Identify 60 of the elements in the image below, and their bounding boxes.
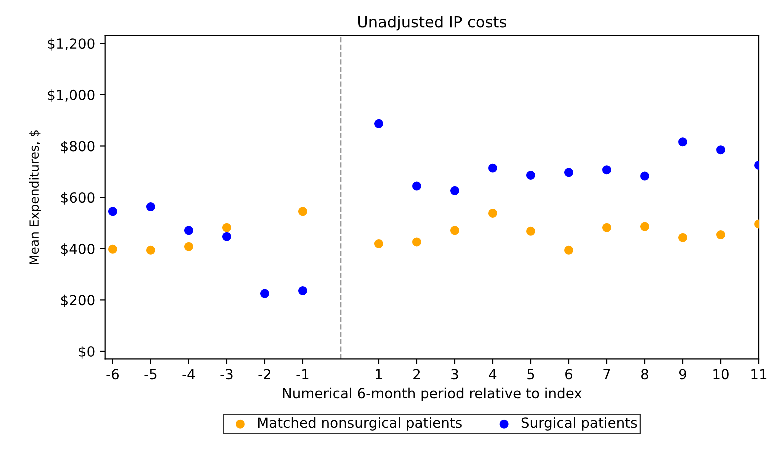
point [412, 182, 422, 191]
point [450, 186, 460, 196]
point [564, 168, 574, 178]
point [678, 233, 688, 242]
x-tick-label: 6 [566, 369, 573, 380]
y-tick-label: $200 [61, 294, 95, 308]
x-tick-label: -5 [144, 369, 157, 380]
y-tick-label: $0 [79, 346, 95, 359]
point [716, 146, 726, 155]
x-axis-title: Numerical 6-month period relative to index [283, 388, 582, 402]
y-axis-title: Mean Expenditures, $ [29, 130, 42, 264]
point [146, 202, 156, 212]
point [222, 232, 232, 242]
point [564, 246, 574, 255]
point [678, 138, 688, 147]
point [108, 244, 118, 254]
x-tick-label: 10 [714, 369, 729, 380]
point [298, 286, 308, 296]
x-tick-label: -4 [182, 369, 196, 380]
chart-title: Unadjusted IP costs [358, 16, 506, 31]
x-tick-label: 2 [414, 369, 420, 380]
point [184, 226, 194, 236]
point [222, 223, 232, 232]
y-tick-label: $800 [61, 140, 95, 154]
x-tick-label: 1 [376, 369, 382, 380]
y-tick-label: $400 [61, 244, 95, 256]
x-tick-label: 8 [642, 369, 648, 380]
x-tick-label: 4 [489, 369, 497, 380]
x-tick-label: 11 [752, 369, 767, 380]
legend-label: Surgical patients [522, 417, 638, 431]
point [412, 238, 422, 247]
point [602, 166, 612, 175]
point [526, 226, 536, 236]
x-tick-label: 9 [679, 369, 686, 380]
point [640, 172, 650, 181]
point [146, 246, 156, 255]
point [298, 207, 308, 216]
point [108, 207, 118, 216]
x-tick-label: -6 [106, 369, 120, 380]
x-tick-label: -3 [220, 369, 233, 380]
x-tick-label: 7 [604, 369, 610, 380]
y-tick-label: $1,000 [48, 90, 95, 102]
x-tick-label: 3 [452, 369, 458, 380]
legend-label: Matched nonsurgical patients [258, 417, 462, 431]
point [602, 223, 612, 232]
point [640, 222, 650, 232]
x-tick-label: -1 [296, 369, 309, 380]
point [374, 119, 384, 128]
point [488, 164, 498, 173]
point [488, 208, 498, 218]
point [184, 242, 194, 252]
point [450, 226, 460, 236]
x-tick-label: -2 [258, 369, 270, 380]
x-tick-label: 5 [528, 369, 534, 380]
point [716, 230, 726, 240]
y-tick-label: $1,200 [48, 38, 95, 51]
point [526, 170, 536, 180]
point [374, 240, 384, 248]
point [260, 289, 270, 298]
y-tick-label: $600 [61, 192, 95, 205]
